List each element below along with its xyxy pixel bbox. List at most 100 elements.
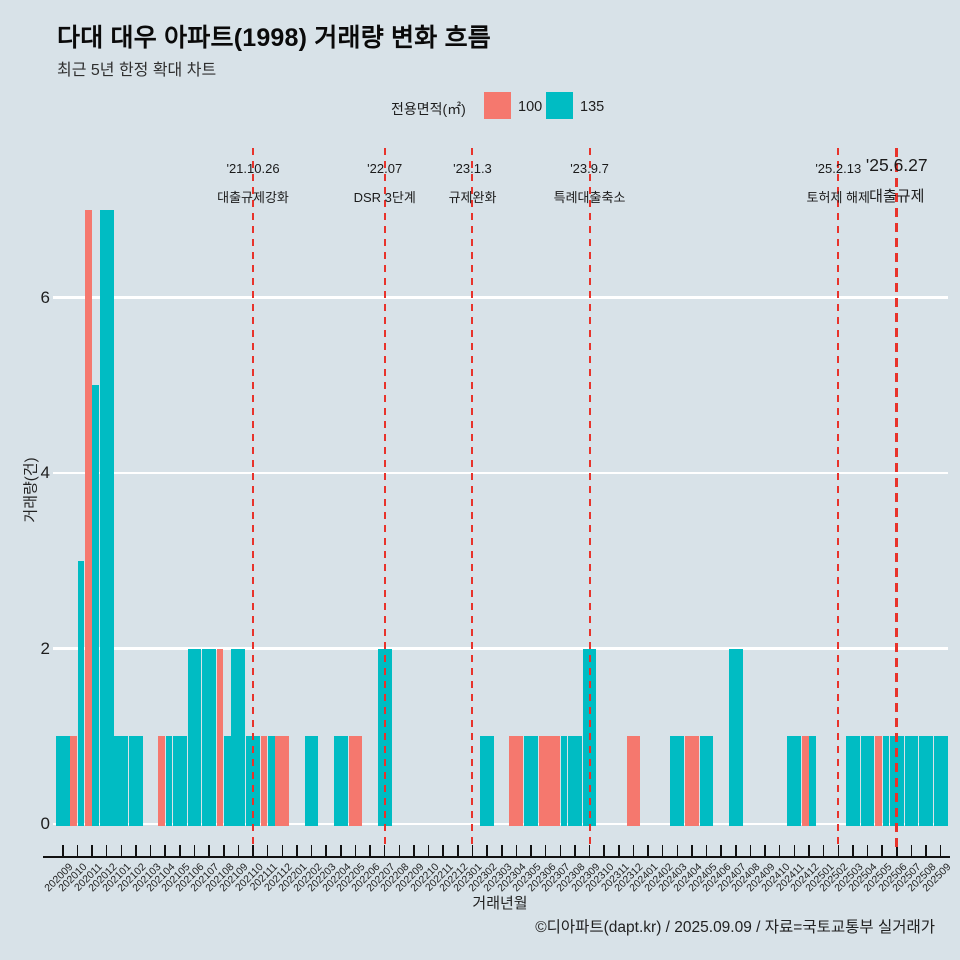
x-tick-202105 [179,845,181,857]
bar-135-202503 [845,736,860,826]
bar-100-202010 [70,736,78,826]
bar-135-202504 [860,736,875,826]
x-tick-202208 [398,845,401,857]
annotation-date-202110: '21.10.26 [226,161,280,176]
page-subtitle: 최근 5년 한정 확대 차트 [57,62,217,79]
bar-100-202312 [626,736,641,826]
x-tick-202211 [442,845,444,857]
y-tick-label-6: 6 [40,287,50,307]
x-tick-202209 [413,845,415,857]
x-tick-202412 [808,845,810,857]
annotation-line-202309 [588,148,591,850]
gridline-y-6 [53,296,948,299]
annotation-line-202301 [471,148,474,850]
bar-100-202304 [509,736,524,826]
x-tick-202301 [471,845,474,857]
annotation-label-202207: DSR 3단계 [353,190,416,205]
page-title: 다대 대우 아파트(1998) 거래량 변화 흐름 [57,24,491,52]
annotation-date-202502: '25.2.13 [815,161,862,176]
bar-100-202108 [216,648,224,826]
bar-135-202105 [172,736,187,826]
annotation-line-202506 [895,148,899,850]
x-tick-202106 [193,845,196,857]
x-tick-202411 [793,845,796,857]
bar-100-202111 [260,736,268,826]
x-tick-202210 [427,845,430,857]
bar-135-202412 [809,736,816,826]
y-tick-label-4: 4 [40,463,50,482]
y-tick-label-2: 2 [40,638,50,658]
x-tick-202401 [647,845,649,857]
x-tick-202507 [910,845,913,857]
x-tick-202303 [501,845,503,857]
x-tick-202308 [574,845,576,857]
bar-135-202011 [92,385,100,826]
x-tick-202009 [62,845,64,857]
bar-135-202109 [231,648,246,826]
bar-135-202305 [524,736,538,826]
bar-135-202407 [728,648,743,826]
x-tick-202204 [340,845,342,857]
x-axis-line [43,856,950,858]
bar-135-202009 [55,736,70,826]
x-tick-202202 [310,845,313,857]
bar-135-202108 [224,736,231,826]
x-tick-202408 [749,845,752,857]
bar-100-202412 [802,736,809,826]
bar-135-202403 [670,736,685,826]
bar-135-202204 [333,736,348,826]
legend-title: 전용면적(㎡) [391,101,466,117]
x-tick-202403 [676,845,679,857]
bar-135-202302 [480,736,495,826]
x-tick-202101 [120,845,123,857]
x-tick-202302 [486,845,488,857]
x-tick-202506 [896,845,898,857]
x-tick-202502 [837,845,840,857]
x-tick-202508 [925,845,927,857]
bar-135-202012 [99,209,114,826]
bar-135-202507 [904,736,919,826]
x-tick-202201 [296,845,298,857]
bar-100-202011 [85,209,92,826]
legend-swatch-100 [484,92,511,119]
x-tick-202011 [91,845,93,857]
x-axis-title: 거래년월 [472,895,528,912]
x-tick-202504 [866,845,869,857]
x-tick-202010 [76,845,79,857]
gridline-y-2 [53,647,948,650]
x-tick-202305 [530,845,532,857]
bar-135-202508 [919,736,933,826]
bar-100-202307 [553,736,560,826]
annotation-label-202502: 토허제 해제 [806,190,870,205]
x-tick-202207 [383,845,386,857]
bar-100-202404 [685,736,699,826]
bar-135-202411 [787,736,802,826]
bar-135-202308 [568,736,582,826]
x-tick-202310 [603,845,605,857]
bar-100-202205 [348,736,363,826]
bar-100-202104 [158,736,165,826]
x-tick-202107 [208,845,210,857]
x-tick-202103 [149,845,152,857]
x-tick-202501 [822,845,825,857]
bar-100-202306 [538,736,553,826]
x-tick-202304 [515,845,518,857]
x-tick-202212 [457,845,459,857]
bar-100-202505 [875,736,882,826]
bar-135-202104 [165,736,173,826]
annotation-date-202309: '23.9.7 [570,161,609,176]
legend-swatch-135 [546,92,573,119]
x-tick-202307 [559,845,562,857]
annotation-line-202207 [383,148,386,850]
annotation-line-202110 [252,148,255,850]
source-credit: ©디아파트(dapt.kr) / 2025.09.09 / 자료=국토교통부 실… [535,919,935,936]
annotation-label-202110: 대출규제강화 [217,190,289,205]
x-tick-202104 [164,845,166,857]
x-tick-202410 [778,845,781,857]
bar-135-202405 [699,736,714,826]
x-tick-202407 [735,845,737,857]
gridline-y-0 [53,822,948,826]
bar-135-202202 [304,736,319,826]
x-tick-202404 [691,845,693,857]
x-tick-202203 [325,845,327,857]
